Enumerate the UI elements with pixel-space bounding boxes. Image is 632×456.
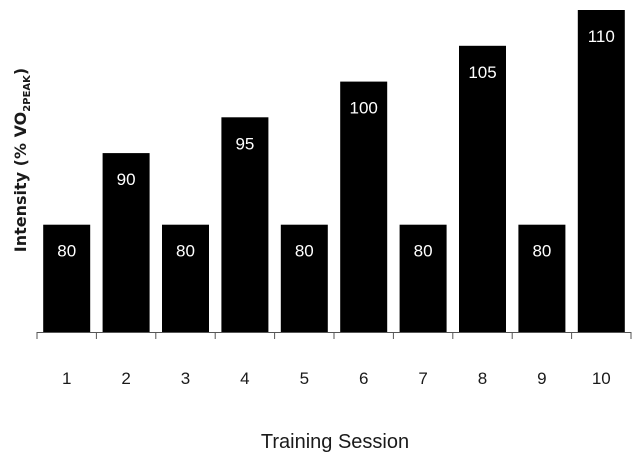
- bar-value-label: 80: [414, 242, 433, 261]
- bar-value-label: 110: [588, 27, 615, 46]
- x-tick-label: 8: [478, 369, 487, 388]
- y-axis-label-subscript: 2PEAK: [22, 74, 33, 112]
- bar-value-label: 105: [468, 63, 496, 82]
- x-tick-label: 10: [592, 369, 611, 388]
- y-axis-label-prefix: Intensity (% VO: [11, 112, 30, 253]
- bar-value-label: 95: [235, 134, 254, 153]
- y-axis-label-suffix: ): [11, 68, 30, 75]
- x-tick-label: 2: [121, 369, 130, 388]
- bar: [43, 224, 91, 332]
- x-ticks-group: [36, 332, 632, 339]
- x-tick-label: 9: [537, 369, 546, 388]
- bar: [577, 10, 625, 332]
- x-tick-label: 5: [300, 369, 309, 388]
- data-labels-group: 80 90 80 95 80 100 80 105 80 110: [57, 27, 615, 261]
- bar: [459, 45, 506, 333]
- bar: [280, 224, 328, 332]
- bar-value-label: 80: [57, 242, 76, 261]
- y-axis-label: Intensity (% VO2PEAK): [11, 68, 33, 252]
- x-tick-label: 6: [359, 369, 368, 388]
- bar: [340, 81, 388, 332]
- bar: [518, 224, 566, 332]
- bar: [162, 224, 209, 332]
- bar-value-label: 100: [350, 99, 378, 118]
- bar-value-label: 90: [117, 170, 136, 189]
- x-tick-label: 1: [62, 369, 71, 388]
- bar: [102, 153, 150, 332]
- bar-value-label: 80: [295, 242, 314, 261]
- bar-value-label: 80: [532, 242, 551, 261]
- bar: [221, 117, 269, 332]
- x-tick-labels-group: 1 2 3 4 5 6 7 8 9 10: [62, 369, 611, 388]
- bar: [399, 224, 447, 332]
- x-tick-label: 4: [240, 369, 249, 388]
- x-axis-label: Training Session: [261, 431, 409, 453]
- x-tick-label: 7: [418, 369, 427, 388]
- x-tick-label: 3: [181, 369, 190, 388]
- bars-group: [43, 10, 625, 333]
- bar-value-label: 80: [176, 242, 195, 261]
